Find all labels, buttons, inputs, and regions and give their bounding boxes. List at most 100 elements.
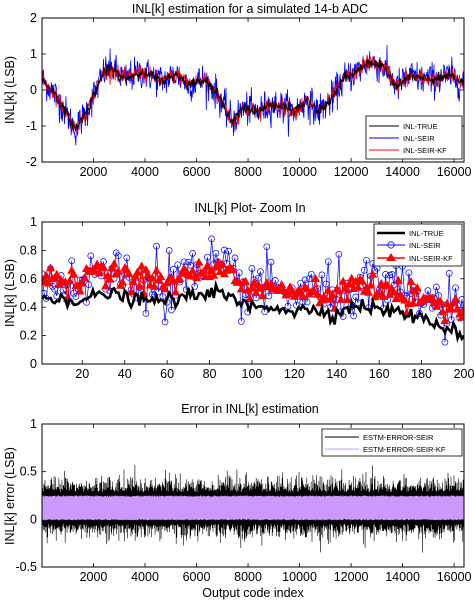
point-inl-seir [339,313,347,320]
point-inl-seir [297,279,305,287]
point-inl-seir [114,252,122,260]
y-tick-label: 0 [30,83,37,97]
legend-label-inl-seir: INL-SEIR [409,241,441,250]
legend-label-inl-true: INL-TRUE [403,122,438,131]
point-inl-seir [424,287,432,294]
point-inl-seir-kf [408,298,418,307]
point-inl-seir-kf [69,269,79,278]
point-inl-seir-kf [385,289,395,298]
error-panel: Error in INL[k] estimation INL[k] error … [3,402,472,600]
point-inl-seir-kf [156,272,166,280]
point-inl-seir [441,338,449,346]
point-inl-seir-kf [451,294,460,303]
point-inl-seir-kf [357,276,367,285]
point-inl-seir-kf [313,289,323,298]
legend: INL-TRUE INL-SEIR INL-SEIR-KF [373,223,463,267]
point-inl-seir-kf [77,278,87,287]
point-inl-seir-kf [338,276,348,285]
point-inl-seir-kf [160,284,170,293]
point-inl-seir-kf [345,279,354,288]
y-axis-label: INL[k] error (LSB) [3,447,17,545]
x-tick-label: 6000 [183,570,211,584]
point-inl-seir [382,271,389,278]
point-inl-seir-kf [211,262,221,271]
point-inl-seir [352,293,360,301]
axis-ticks: 2000 4000 6000 8000 10000 12000 14000 16000 -0.5… [15,417,471,584]
panel-title: Error in INL[k] estimation [181,402,319,416]
point-inl-seir [257,268,264,275]
point-inl-seir-kf [283,289,293,298]
point-inl-seir-kf [175,274,185,283]
y-tick-label: 1 [30,47,37,61]
x-tick-label: 20 [75,367,89,381]
x-tick-label: 2000 [80,165,108,179]
legend-label-inl-seir-kf: INL-SEIR-KF [409,254,453,263]
y-axis-label: INL[k] (LSB) [3,56,17,124]
legend-marker-inl-seir-kf [386,253,396,261]
point-inl-seir-kf [440,316,450,325]
point-inl-seir-kf [128,277,138,286]
point-inl-seir-kf [194,257,204,266]
x-tick-label: 12000 [334,570,369,584]
point-inl-seir-kf [65,276,75,285]
point-inl-seir [191,283,199,290]
zoom-in-panel: INL[k] Plot- Zoom In INL[k] (LSB) 20 40 60… [3,201,474,381]
point-inl-seir-kf [308,286,318,294]
point-inl-seir-kf [251,288,261,297]
point-inl-seir-kf [75,286,85,295]
x-tick-label: 40 [118,367,132,381]
point-inl-seir [237,318,245,325]
point-inl-seir [87,252,95,260]
x-tick-label: 2000 [80,570,108,584]
point-inl-seir-kf [336,294,346,303]
axes-box [41,221,465,365]
point-inl-seir [388,271,396,278]
point-inl-seir-kf [99,262,108,271]
point-inl-seir-kf [353,282,363,291]
point-inl-seir [174,261,182,269]
point-inl-seir-kf [79,273,89,282]
point-inl-seir-kf [217,259,227,268]
point-inl-seir-kf [94,268,104,277]
point-inl-seir-kf [334,286,344,295]
x-tick-label: 80 [203,367,217,381]
point-inl-seir [68,257,76,265]
legend-marker-inl-seir [387,241,395,249]
point-inl-seir-kf [340,283,350,292]
point-inl-seir [212,249,220,257]
point-inl-seir-kf [258,291,267,300]
y-tick-label: 0 [30,357,37,371]
point-inl-seir [416,310,423,317]
point-inl-seir [204,253,211,261]
point-inl-seir [360,266,368,274]
x-tick-label: 120 [284,367,305,381]
legend: ESTM-ERROR-SEIR ESTM-ERROR-SEIR-KF [321,428,463,457]
point-inl-seir-kf [241,276,251,285]
point-inl-seir-kf [311,274,321,282]
inl-estimation-panel: INL[k] estimation for a simulated 14-b A… [3,2,472,179]
x-tick-label: 200 [454,367,474,381]
point-inl-seir-kf [438,307,448,316]
point-inl-seir [72,293,80,300]
point-inl-seir [248,265,256,272]
point-inl-seir-kf [137,261,147,270]
point-inl-seir [335,250,343,258]
point-inl-seir [263,243,271,251]
point-inl-seir [225,247,232,255]
x-tick-label: 10000 [282,570,317,584]
point-inl-seir-kf [109,259,119,268]
point-inl-seir-kf [152,265,161,274]
point-inl-seir-kf [52,269,62,278]
point-inl-seir-kf [149,281,159,290]
series-line-estm-error-seir-kf [42,495,464,521]
point-inl-seir-kf [366,280,376,289]
point-inl-seir-kf [247,283,257,292]
axis-ticks: 2000 4000 6000 8000 10000 12000 14000 16000 -2 -1… [26,11,472,179]
legend-label-estm-error-seir: ESTM-ERROR-SEIR [363,433,434,442]
axis-ticks: 20 40 60 80 100 120 140 160 180 200 0 0.2 0.4 0.6 0.8 1 [20,215,474,381]
x-tick-label: 160 [369,367,390,381]
x-tick-label: 60 [160,367,174,381]
plot-area [42,44,464,146]
point-inl-seir-kf [459,304,464,313]
y-tick-label: 1 [30,417,37,431]
